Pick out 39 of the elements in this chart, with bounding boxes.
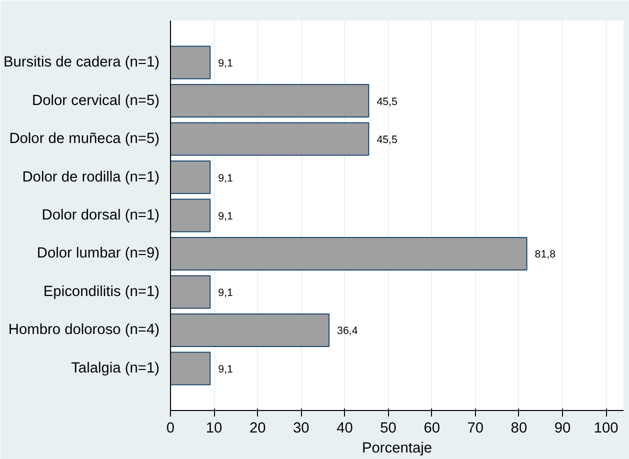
x-tick-label: 50 bbox=[380, 420, 396, 436]
x-tick-label: 70 bbox=[467, 420, 484, 436]
x-tick-label: 10 bbox=[206, 420, 222, 436]
data-label: 9,1 bbox=[218, 172, 234, 184]
bar bbox=[170, 236, 528, 270]
x-tick-label: 100 bbox=[594, 420, 618, 436]
data-label: 45,5 bbox=[376, 96, 398, 108]
y-tick-label: Dolor cervical (n=5) bbox=[32, 92, 160, 109]
bar bbox=[170, 84, 370, 118]
bar bbox=[170, 352, 211, 386]
data-label: 9,1 bbox=[218, 210, 234, 222]
x-tick-label: 90 bbox=[554, 420, 571, 436]
bar bbox=[170, 275, 211, 309]
x-tick-label: 30 bbox=[293, 420, 310, 436]
bar bbox=[170, 46, 211, 80]
bar bbox=[170, 313, 330, 347]
x-tick-label: 0 bbox=[166, 420, 175, 436]
data-label: 45,5 bbox=[376, 134, 398, 146]
bar bbox=[170, 160, 211, 194]
x-axis-title: Porcentaje bbox=[362, 440, 432, 456]
y-tick-label: Dolor de rodilla (n=1) bbox=[22, 169, 160, 186]
bar bbox=[170, 122, 370, 156]
y-tick-label: Talalgia (n=1) bbox=[71, 360, 160, 376]
y-tick-label: Bursitis de cadera (n=1) bbox=[4, 54, 160, 71]
x-tick-label: 40 bbox=[336, 420, 353, 436]
x-tick-label: 80 bbox=[510, 420, 528, 436]
y-tick-label: Hombro doloroso (n=4) bbox=[8, 322, 160, 338]
x-tick-label: 20 bbox=[249, 420, 266, 436]
data-label: 9,1 bbox=[218, 286, 234, 299]
data-label: 9,1 bbox=[218, 363, 234, 376]
y-tick-label: Dolor de muñeca (n=5) bbox=[9, 131, 160, 148]
y-tick-label: Dolor lumbar (n=9) bbox=[36, 246, 160, 262]
data-label: 9,1 bbox=[218, 58, 234, 70]
y-tick-label: Epicondilitis (n=1) bbox=[43, 284, 160, 300]
data-label: 81,8 bbox=[534, 248, 556, 261]
bar bbox=[170, 198, 211, 232]
y-tick-label: Dolor dorsal (n=1) bbox=[42, 208, 160, 224]
data-label: 36,4 bbox=[337, 325, 358, 338]
x-tick-label: 60 bbox=[424, 420, 440, 436]
